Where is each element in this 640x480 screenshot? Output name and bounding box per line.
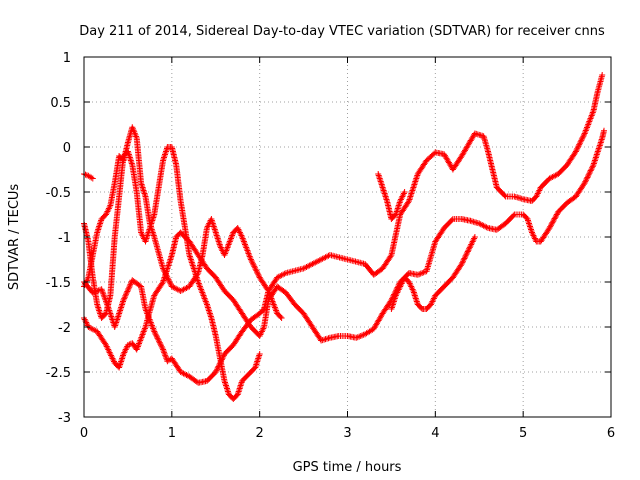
x-tick-label: 1 [168,426,176,441]
series-trace-g [81,171,96,182]
series-trace-a [81,72,606,386]
x-tick-label: 0 [80,426,88,441]
x-tick-label: 4 [431,426,439,441]
series-markers [388,234,478,312]
axes: 0 1 2 3 4 5 6 1 0.5 0 -0.5 -1 -1.5 -2 -2.5 -3 [46,51,616,441]
x-axis-label: GPS time / hours [293,460,402,475]
series-markers [81,171,96,182]
y-axis-label: SDTVAR / TECUs [7,184,22,291]
series-trace-c [81,124,285,321]
series-markers [81,72,606,386]
y-tick-label: 0 [63,141,71,156]
chart-title: Day 211 of 2014, Sidereal Day-to-day VTE… [79,24,605,39]
y-tick-label: -1.5 [46,276,71,291]
y-tick-label: -3 [58,411,71,426]
x-tick-label: 3 [343,426,351,441]
y-tick-label: 1 [63,51,71,66]
y-tick-label: -2 [58,321,71,336]
x-tick-label: 2 [256,426,264,441]
y-tick-label: -1 [58,231,71,246]
y-tick-label: 0.5 [50,96,71,111]
x-tick-label: 5 [519,426,527,441]
y-tick-label: -2.5 [46,366,71,381]
series-trace-f [388,234,478,312]
series-markers [375,171,408,222]
series-markers [81,124,285,321]
series-trace-e [375,171,408,222]
y-tick-label: -0.5 [46,186,71,201]
x-tick-label: 6 [607,426,615,441]
